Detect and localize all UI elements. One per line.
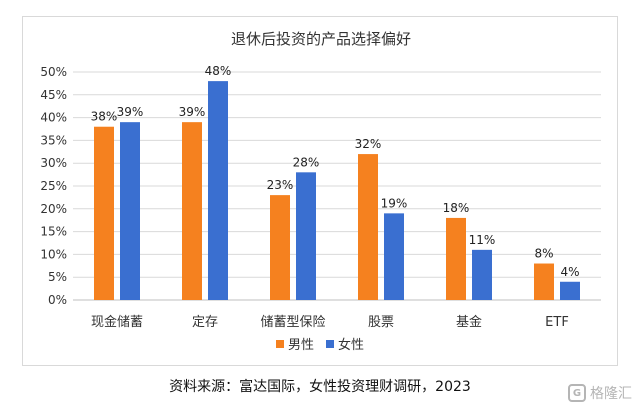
source-note: 资料来源：富达国际，女性投资理财调研，2023	[169, 379, 471, 395]
x-tick-label: 股票	[368, 315, 394, 330]
x-tick-label: 现金储蓄	[91, 314, 143, 330]
y-tick-label: 30%	[40, 156, 67, 170]
data-label: 19%	[381, 196, 408, 210]
bar-ETF-男性	[534, 263, 554, 300]
bar-储蓄型保险-女性	[296, 172, 316, 300]
legend-label: 男性	[288, 338, 314, 353]
y-tick-label: 20%	[40, 202, 67, 216]
y-tick-label: 5%	[48, 270, 67, 284]
bar-chart: 退休后投资的产品选择偏好 0% 5% 10% 15% 20% 25% 30% 35% 40% 45%…	[40, 30, 601, 353]
bar-ETF-女性	[560, 281, 580, 300]
watermark-logo-icon: G	[568, 384, 586, 402]
bar-定存-男性	[182, 122, 202, 300]
bar-储蓄型保险-男性	[270, 195, 290, 300]
bar-现金储蓄-女性	[120, 122, 140, 300]
bar-基金-男性	[446, 217, 466, 300]
x-tick-label: 定存	[192, 315, 218, 330]
data-label: 4%	[560, 265, 579, 279]
x-tick-label: 储蓄型保险	[260, 315, 325, 330]
data-label: 38%	[91, 110, 118, 124]
watermark-text: 格隆汇	[590, 386, 632, 402]
x-tick-label: 基金	[456, 314, 482, 330]
bar-股票-女性	[384, 213, 404, 300]
data-label: 28%	[293, 155, 320, 169]
y-tick-label: 0%	[48, 293, 67, 307]
y-tick-label: 50%	[40, 65, 67, 79]
x-tick-label: ETF	[545, 315, 569, 330]
data-label: 11%	[469, 233, 496, 247]
bar-定存-女性	[208, 81, 228, 301]
legend-swatch-男性	[276, 340, 284, 348]
data-label: 39%	[117, 105, 144, 119]
bar-基金-女性	[472, 249, 492, 300]
bar-现金储蓄-男性	[94, 126, 114, 300]
data-label: 8%	[534, 247, 553, 261]
chart-frame: 退休后投资的产品选择偏好 0% 5% 10% 15% 20% 25% 30% 35% 40% 45%…	[22, 16, 618, 366]
y-tick-label: 35%	[40, 133, 67, 147]
y-tick-label: 15%	[40, 225, 67, 239]
y-tick-label: 40%	[40, 111, 67, 125]
legend-label: 女性	[338, 337, 364, 353]
y-tick-label: 10%	[40, 247, 67, 261]
data-label: 18%	[443, 201, 470, 215]
data-label: 23%	[267, 178, 294, 192]
watermark: G 格隆汇	[568, 383, 632, 403]
y-tick-label: 45%	[40, 88, 67, 102]
chart-title: 退休后投资的产品选择偏好	[231, 30, 411, 48]
y-tick-label: 25%	[40, 179, 67, 193]
data-label: 39%	[179, 105, 206, 119]
data-label: 32%	[355, 137, 382, 151]
data-label: 48%	[205, 64, 232, 78]
legend-swatch-女性	[326, 340, 334, 348]
bar-股票-男性	[358, 154, 378, 300]
